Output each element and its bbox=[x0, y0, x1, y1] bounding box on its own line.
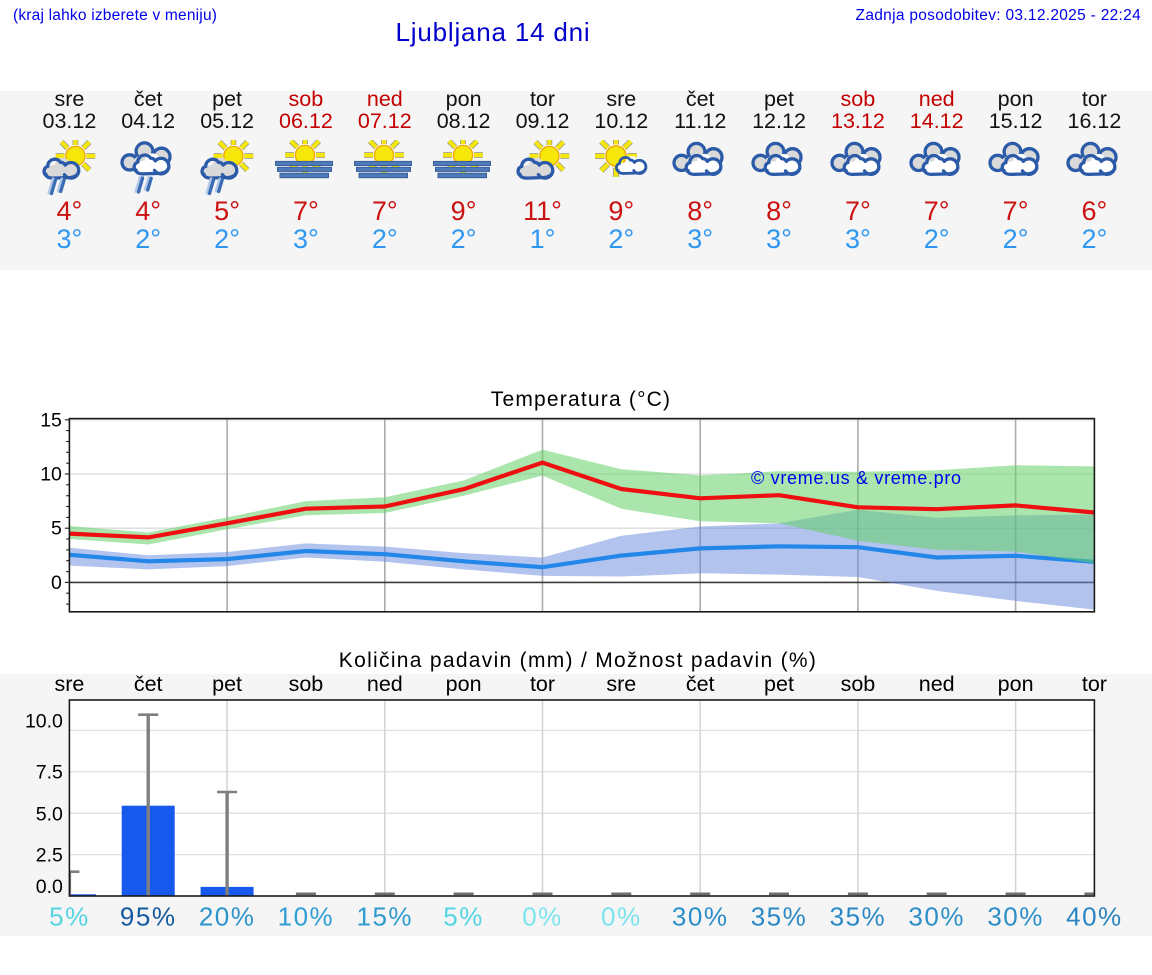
svg-text:0.0: 0.0 bbox=[36, 876, 63, 898]
svg-text:tor: tor bbox=[1082, 672, 1107, 696]
svg-text:5.0: 5.0 bbox=[36, 804, 63, 826]
svg-text:5%: 5% bbox=[49, 902, 90, 932]
svg-text:0%: 0% bbox=[522, 902, 563, 932]
svg-text:© vreme.us & vreme.pro: © vreme.us & vreme.pro bbox=[751, 468, 962, 488]
svg-text:30%: 30% bbox=[672, 902, 729, 932]
svg-text:pon: pon bbox=[998, 672, 1034, 696]
svg-text:sob: sob bbox=[289, 672, 324, 696]
svg-text:Temperatura (°C): Temperatura (°C) bbox=[491, 388, 671, 411]
svg-text:čet: čet bbox=[134, 672, 163, 696]
svg-text:pet: pet bbox=[764, 672, 794, 696]
svg-text:95%: 95% bbox=[120, 902, 177, 932]
svg-text:sob: sob bbox=[841, 672, 876, 696]
svg-text:pon: pon bbox=[446, 672, 482, 696]
svg-text:sre: sre bbox=[54, 672, 84, 696]
svg-text:15: 15 bbox=[40, 409, 62, 431]
svg-text:ned: ned bbox=[919, 672, 955, 696]
svg-text:5: 5 bbox=[51, 518, 62, 540]
svg-text:10.0: 10.0 bbox=[25, 710, 63, 732]
svg-text:2.5: 2.5 bbox=[36, 845, 63, 867]
svg-text:Količina padavin (mm) / Možnos: Količina padavin (mm) / Možnost padavin … bbox=[339, 649, 817, 672]
svg-text:0%: 0% bbox=[601, 902, 642, 932]
svg-text:čet: čet bbox=[686, 672, 715, 696]
svg-text:35%: 35% bbox=[751, 902, 808, 932]
svg-text:20%: 20% bbox=[199, 902, 256, 932]
svg-text:7.5: 7.5 bbox=[36, 762, 63, 784]
svg-text:0: 0 bbox=[51, 572, 62, 594]
svg-text:pet: pet bbox=[212, 672, 242, 696]
svg-text:30%: 30% bbox=[987, 902, 1044, 932]
svg-text:sre: sre bbox=[606, 672, 636, 696]
svg-text:10%: 10% bbox=[278, 902, 335, 932]
svg-text:40%: 40% bbox=[1066, 902, 1123, 932]
svg-text:15%: 15% bbox=[357, 902, 414, 932]
svg-text:10: 10 bbox=[40, 464, 62, 486]
svg-text:ned: ned bbox=[367, 672, 403, 696]
svg-text:35%: 35% bbox=[830, 902, 887, 932]
svg-text:5%: 5% bbox=[443, 902, 484, 932]
svg-text:tor: tor bbox=[530, 672, 555, 696]
svg-text:30%: 30% bbox=[908, 902, 965, 932]
